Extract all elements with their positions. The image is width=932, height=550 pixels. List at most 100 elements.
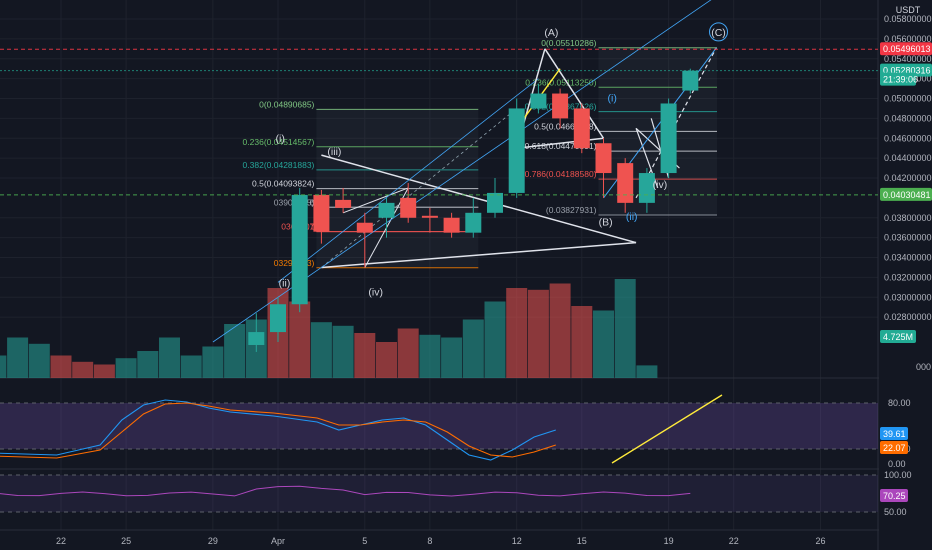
- price-tag-box: [880, 42, 932, 56]
- price-tick: 0.04600000: [884, 133, 932, 143]
- candle-body: [595, 143, 612, 174]
- time-axis-label: 25: [121, 536, 131, 546]
- stoch-value-box: [880, 427, 908, 440]
- time-axis-label: Apr: [271, 536, 285, 546]
- time-axis-label: 22: [729, 536, 739, 546]
- candles: [248, 68, 699, 352]
- price-tick: 0.03200000: [884, 272, 932, 282]
- rsi-value: 70.25: [883, 491, 906, 501]
- volume-bar: [137, 351, 159, 378]
- volume-bar: [310, 322, 332, 378]
- volume-bar: [376, 342, 397, 378]
- wave-labels: (A) (B) (C) (i) (ii) (iii) (iv) (i) (ii) (iv): [276, 22, 729, 298]
- fib_right-level-label: 0.236(0.05113250): [525, 77, 596, 87]
- price-axis-bg: [879, 0, 932, 550]
- price-tick: 0.05600000: [884, 34, 932, 44]
- fib_left-level-label: 0(0.04890685): [259, 99, 314, 109]
- fib_right-level-label: 0(0.05510286): [541, 38, 596, 48]
- currency-label: USDT: [896, 5, 921, 15]
- fib_left-level-label: 0.5(0.04093824): [252, 179, 315, 189]
- wave-label: (i): [276, 133, 285, 145]
- volume-bar: [202, 346, 224, 378]
- stoch-value: 39.61: [883, 429, 906, 439]
- price-tick: 0.05000000: [884, 94, 932, 104]
- volume-bar: [28, 343, 50, 378]
- price-tag-box: [880, 72, 916, 86]
- candle-body: [465, 212, 482, 233]
- fib_right-level-label: 0.618(0.04470591): [525, 141, 597, 151]
- wave-label: (i): [608, 92, 617, 104]
- candle-body: [573, 108, 590, 149]
- wave-c-marker: [709, 22, 729, 42]
- price-tag-text: 0.05280316: [883, 66, 931, 76]
- candle-body: [530, 93, 547, 109]
- volume-bar: [593, 310, 614, 378]
- wave-label: (iv): [653, 179, 668, 191]
- volume-bar: [354, 333, 376, 378]
- time-axis-label: 29: [208, 536, 218, 546]
- stoch-value-box: [880, 441, 908, 454]
- candle-body: [421, 215, 438, 218]
- volume-bar: [614, 279, 636, 378]
- price-tag-text: 4.725M: [883, 332, 913, 342]
- rsi-axis-tick: 100.00: [884, 470, 912, 480]
- fib_left-level-label: 0.6: [303, 197, 315, 207]
- volume-bar: [180, 355, 202, 378]
- candle-body: [291, 194, 308, 305]
- wave-label: (iii): [327, 146, 341, 158]
- triangle-edge: [321, 154, 637, 244]
- channel-line: [277, 78, 539, 283]
- volume-bar: [419, 334, 441, 378]
- time-axis-label: 19: [664, 536, 674, 546]
- stoch-axis-tick: 80.00: [888, 398, 911, 408]
- volume-bar: [7, 337, 29, 378]
- rsi-line: [0, 485, 691, 497]
- volume-bar: [397, 328, 419, 378]
- price-tag-text: 21:39:06: [883, 75, 918, 85]
- volume-bar: [159, 337, 180, 378]
- price-tick: 0.04200000: [884, 173, 932, 183]
- volume-bar: [115, 358, 137, 378]
- wave-label: (ii): [279, 277, 291, 289]
- wave-label: (iv): [368, 286, 383, 298]
- price-tag-box: [880, 330, 916, 344]
- volume-bar: [72, 361, 94, 378]
- stoch-axis-tick: 0.00: [888, 459, 906, 469]
- triangle-edge: [321, 241, 637, 269]
- volume-bar: [441, 337, 463, 378]
- price-tag-text: 0.04030481: [883, 190, 931, 200]
- stoch-trendline: [611, 394, 723, 464]
- rsi-value-box: [880, 489, 908, 502]
- candle-body: [248, 332, 265, 345]
- fib_right-level-label: 0.5(0.04669108): [534, 121, 597, 131]
- price-tick: 0.03000000: [884, 292, 932, 302]
- fib_right-level-label: 0.786(0.04188580): [525, 169, 597, 179]
- price-tick: 0.05800000: [884, 14, 932, 24]
- price-tick-partial: 000: [916, 362, 931, 372]
- candle-body: [443, 217, 460, 233]
- fib_left-level-label: 0.382(0.04281883): [243, 160, 315, 170]
- candle-body: [313, 194, 330, 232]
- wave-label: (A): [544, 27, 558, 39]
- candle-body: [487, 192, 503, 213]
- volume-bar: [484, 301, 506, 378]
- price-tick: 0.03600000: [884, 233, 932, 243]
- time-axis-label: 26: [815, 536, 825, 546]
- volume-bar: [50, 355, 72, 378]
- time-axis-label: 15: [577, 536, 587, 546]
- stoch-k-line: [0, 399, 556, 461]
- time-axis-label: 12: [512, 536, 522, 546]
- volume-bar: [93, 364, 115, 378]
- fib_left-level-label: 0.236(0.04514567): [243, 137, 315, 147]
- candle-body: [508, 108, 525, 193]
- candle-body: [552, 93, 569, 119]
- volume-bar: [571, 306, 593, 378]
- candle-body: [617, 163, 634, 203]
- volume-bar: [527, 289, 549, 378]
- stoch-band: [0, 403, 878, 449]
- candle-body: [682, 70, 699, 91]
- volume-bar: [289, 301, 311, 378]
- candle-body: [356, 222, 373, 233]
